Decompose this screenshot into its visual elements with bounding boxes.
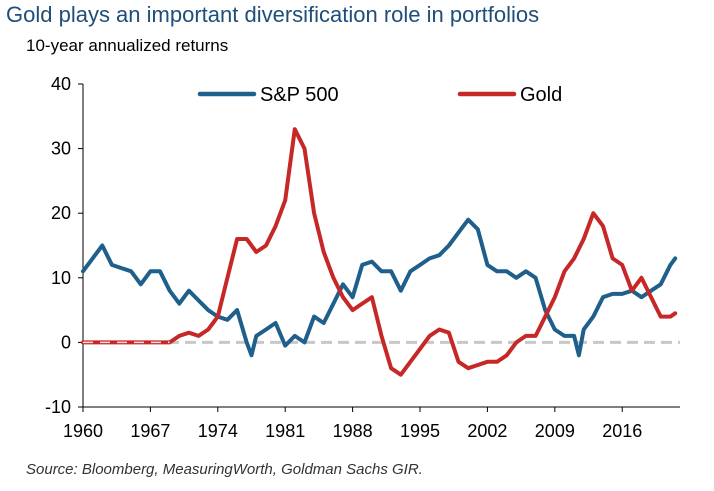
x-tick-label: 2009	[535, 421, 575, 441]
chart-subtitle: 10-year annualized returns	[26, 36, 229, 55]
series-line-sp500	[81, 217, 678, 358]
x-tick-label: 1988	[333, 421, 373, 441]
source-note: Source: Bloomberg, MeasuringWorth, Goldm…	[26, 461, 423, 478]
chart-title: Gold plays an important diversification …	[6, 2, 540, 27]
x-tick-label: 2002	[467, 421, 507, 441]
y-tick-label: 40	[51, 74, 71, 94]
y-tick-label: 30	[51, 139, 71, 159]
x-tick-label: 1995	[400, 421, 440, 441]
y-tick-label: -10	[45, 397, 71, 417]
legend-label-gold: Gold	[520, 84, 562, 106]
y-tick-label: 10	[51, 268, 71, 288]
y-tick-label: 0	[61, 332, 71, 352]
x-tick-label: 2016	[602, 421, 642, 441]
y-tick-label: 20	[51, 203, 71, 223]
legend-label-sp500: S&P 500	[260, 84, 339, 106]
x-tick-label: 1981	[265, 421, 305, 441]
series-line-gold	[81, 127, 678, 377]
x-tick-label: 1967	[130, 421, 170, 441]
x-tick-label: 1974	[198, 421, 238, 441]
x-tick-label: 1960	[63, 421, 103, 441]
